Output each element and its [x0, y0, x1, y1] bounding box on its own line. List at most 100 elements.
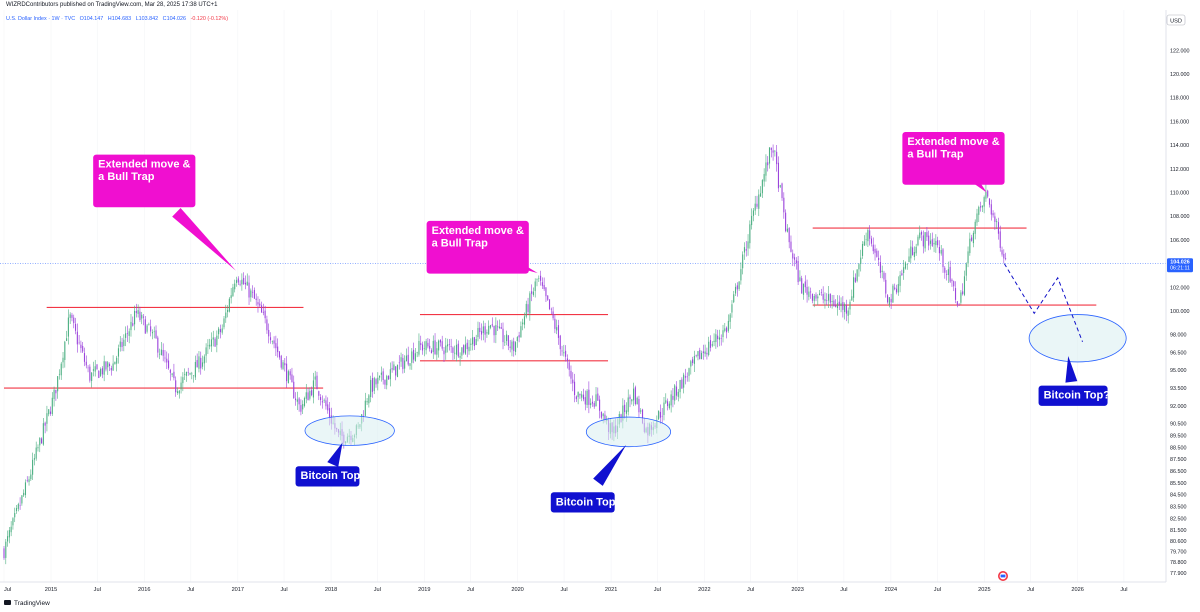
candle-body: [758, 194, 760, 209]
candle-body: [919, 232, 921, 238]
candle-body: [688, 368, 690, 376]
candle-body: [441, 341, 443, 349]
candle-body: [461, 347, 463, 356]
bull-trap-callout[interactable]: Extended move &a Bull Trap: [902, 132, 1005, 193]
candle-body: [159, 353, 161, 355]
candle-body: [951, 279, 953, 282]
candle-body: [591, 401, 593, 404]
bull-trap-callout[interactable]: Extended move &a Bull Trap: [426, 220, 538, 274]
y-tick-label: 106.000: [1170, 238, 1190, 244]
candle-body: [257, 302, 259, 305]
time-axis[interactable]: Jul 2015 Jul 2016 Jul 2017 Jul 2018 Jul 2019 Jul 20…: [0, 581, 1166, 593]
candle-body: [720, 338, 722, 339]
candle-body: [464, 344, 467, 354]
candle-body: [942, 249, 944, 268]
candle-body: [887, 295, 889, 303]
projection-dashed-line[interactable]: [1003, 263, 1083, 342]
candle-body: [761, 180, 763, 194]
bull-trap-callout[interactable]: Extended move &a Bull Trap: [93, 154, 237, 271]
y-tick-label: 116.000: [1170, 119, 1189, 125]
candle-body: [157, 337, 159, 353]
horizontal-levels: [4, 227, 1097, 389]
callout-box: [295, 466, 360, 487]
y-tick-label: 83.500: [1170, 505, 1187, 511]
candle-body: [963, 276, 966, 295]
candle-body: [811, 293, 813, 301]
candle-body: [200, 357, 202, 369]
candle-body: [46, 413, 48, 424]
currency-label: USD: [1170, 19, 1182, 25]
economic-event-marker[interactable]: [998, 571, 1008, 581]
y-tick-label: 112.000: [1170, 167, 1189, 173]
candle-body: [167, 360, 170, 369]
candle-body: [475, 338, 477, 346]
bitcoin-top-callout[interactable]: Bitcoin Top?: [1038, 356, 1111, 406]
candle-body: [740, 269, 742, 281]
candle-body: [73, 317, 75, 324]
candle-body: [699, 350, 701, 360]
candle-body: [523, 316, 526, 325]
candle-body: [853, 277, 855, 298]
candle-body: [988, 198, 991, 205]
y-tick-label: 95.000: [1170, 368, 1187, 374]
candle-body: [53, 389, 55, 400]
x-tick-label: Jul: [934, 587, 941, 593]
tradingview-logo[interactable]: TradingView: [4, 600, 50, 607]
candle-body: [633, 388, 635, 401]
candle-body: [869, 230, 871, 239]
candle-body: [504, 341, 506, 343]
candle-body: [445, 345, 447, 353]
bitcoin-top-ellipse[interactable]: [1028, 314, 1127, 363]
callouts: Extended move &a Bull Trap Extended move …: [93, 132, 1111, 513]
currency-box[interactable]: [1166, 14, 1186, 26]
callout-pointer: [327, 442, 343, 467]
bitcoin-top-ellipse[interactable]: [304, 415, 395, 446]
candle-body: [627, 397, 629, 412]
bitcoin-top-callout[interactable]: Bitcoin Top: [550, 444, 627, 513]
candle-body: [164, 357, 166, 359]
candle-body: [672, 395, 674, 400]
candle-body: [187, 372, 189, 373]
candle-body: [486, 332, 488, 334]
candle-body: [436, 348, 438, 355]
candle-body: [58, 373, 61, 375]
candle-body: [847, 310, 849, 316]
candle-body: [763, 174, 765, 182]
y-tick-label: 82.500: [1170, 516, 1187, 522]
x-tick-label: 2020: [511, 587, 523, 593]
bitcoin-top-callout[interactable]: Bitcoin Top: [295, 442, 361, 487]
candle-body: [132, 323, 134, 326]
x-tick-label: Jul: [94, 587, 101, 593]
candle-body: [692, 359, 694, 363]
candle-body: [547, 295, 549, 300]
y-tick-label: 108.000: [1170, 214, 1190, 220]
candle-body: [754, 203, 756, 211]
candle-body: [874, 248, 876, 253]
candle-body: [126, 333, 128, 335]
candle-body: [586, 390, 588, 405]
x-tick-label: 2023: [791, 587, 803, 593]
candle-body: [858, 264, 860, 270]
x-tick-label: Jul: [840, 587, 847, 593]
candle-body: [772, 150, 774, 153]
y-tick-label: 98.000: [1170, 333, 1187, 339]
chart-header: WIZRDContributors published on TradingVi…: [0, 0, 1200, 10]
candle-body: [105, 361, 107, 370]
candle-body: [89, 366, 91, 381]
candle-body: [793, 257, 796, 260]
candle-body: [779, 185, 781, 187]
candle-body: [590, 403, 592, 406]
candle-body: [244, 282, 247, 285]
candle-body: [443, 350, 445, 355]
candle-body: [502, 328, 504, 343]
candle-body: [913, 252, 915, 257]
y-tick-label: 96.500: [1170, 350, 1187, 356]
candle-body: [958, 304, 960, 305]
candle-body: [466, 342, 468, 350]
y-tick-label: 122.000: [1170, 48, 1190, 54]
candle-body: [785, 212, 787, 232]
bitcoin-top-ellipse[interactable]: [585, 416, 672, 448]
price-axis[interactable]: USD 122.000 120.000 118.000 116.000 114.000 1…: [1165, 10, 1190, 582]
candle-body: [414, 353, 416, 361]
